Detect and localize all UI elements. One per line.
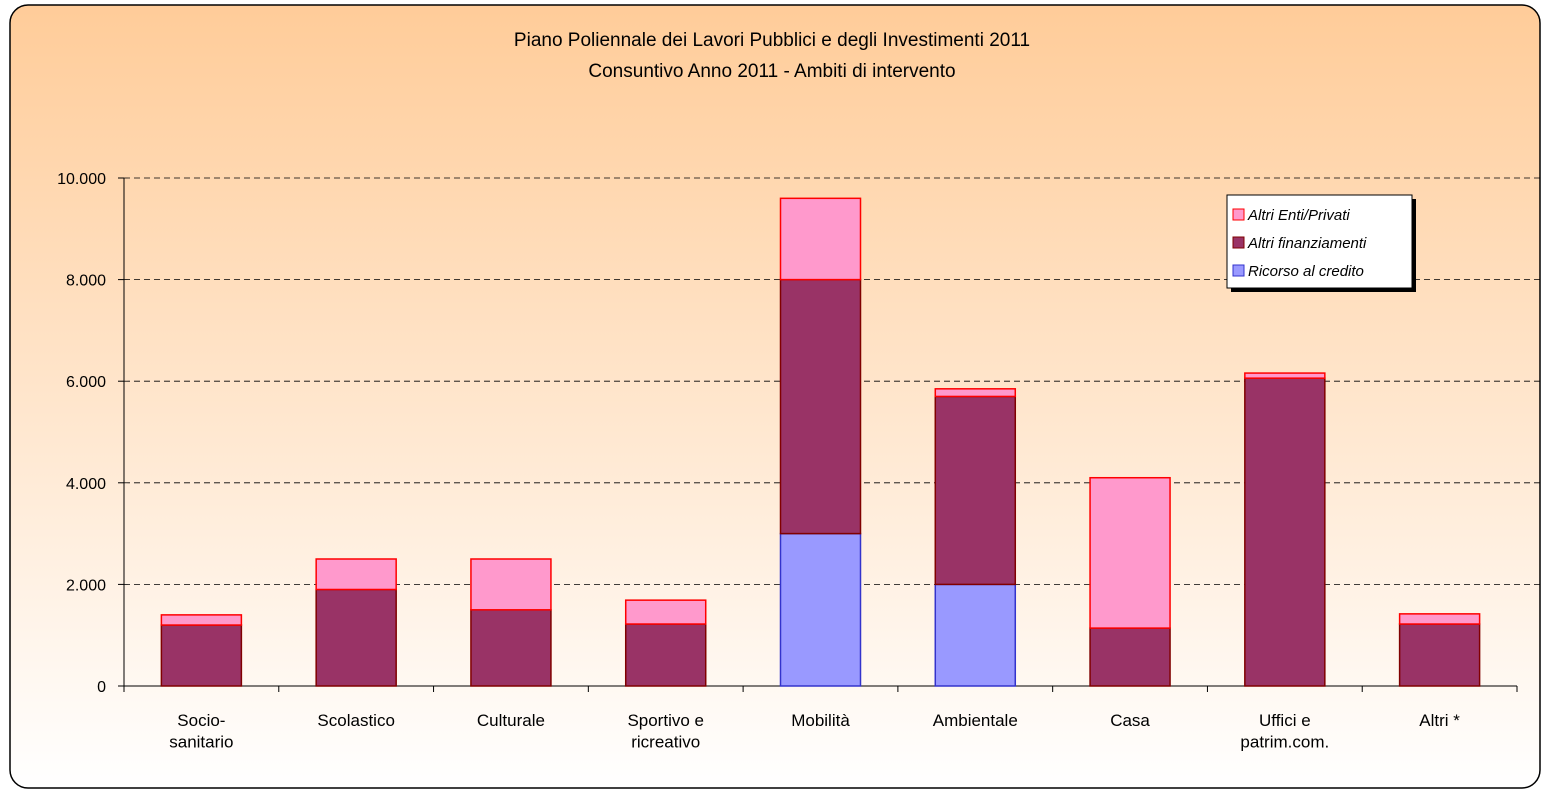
bar-segment [624, 623, 707, 687]
bar-segment [160, 624, 243, 687]
x-tick-label: Ambientale [933, 711, 1018, 730]
x-tick-label: Culturale [477, 711, 545, 730]
x-tick-label: Mobilità [791, 711, 850, 730]
legend-swatch [1232, 264, 1245, 277]
x-tick-label: Scolastico [317, 711, 394, 730]
x-tick-label: Uffici e patrim.com. [1240, 711, 1329, 751]
legend-label: Ricorso al credito [1248, 263, 1364, 280]
bar-segment [1398, 623, 1481, 687]
bar-segment [1244, 377, 1326, 687]
bar-segment [1089, 627, 1171, 687]
bar-segment [779, 197, 862, 281]
legend-swatch [1232, 208, 1245, 221]
bar-segment [1089, 476, 1171, 629]
bar-segment [934, 388, 1017, 398]
legend-label: Altri Enti/Privati [1247, 207, 1350, 224]
bar-segment [315, 588, 397, 687]
bar-segment [160, 614, 243, 626]
legend-label: Altri finanziamenti [1247, 235, 1367, 252]
x-tick-label: Socio-sanitario [169, 711, 233, 751]
y-tick-label: 2.000 [66, 577, 106, 594]
bar-segment [470, 609, 552, 687]
bar-segment [470, 558, 552, 611]
y-tick-label: 8.000 [66, 273, 106, 290]
y-tick-label: 0 [97, 679, 106, 696]
x-tick-label: Sportivo e ricreativo [627, 711, 704, 751]
y-tick-label: 4.000 [66, 476, 106, 493]
bar-segment [1244, 372, 1326, 379]
chart-title: Piano Poliennale dei Lavori Pubblici e d… [514, 30, 1030, 51]
bar-segment [779, 532, 862, 687]
y-tick-label: 10.000 [57, 171, 106, 188]
x-tick-label: Altri * [1419, 711, 1460, 730]
x-tick-label: Casa [1110, 711, 1150, 730]
bar-segment [624, 599, 707, 625]
bar-segment [934, 395, 1017, 586]
bar-segment [934, 583, 1017, 687]
legend-swatch [1232, 236, 1245, 249]
bar-segment [779, 278, 862, 535]
legend-box [1226, 194, 1413, 289]
bar-segment [315, 558, 397, 591]
bar-segment [1398, 613, 1481, 625]
chart-subtitle: Consuntivo Anno 2011 - Ambiti di interve… [588, 61, 955, 82]
y-tick-label: 6.000 [66, 374, 106, 391]
